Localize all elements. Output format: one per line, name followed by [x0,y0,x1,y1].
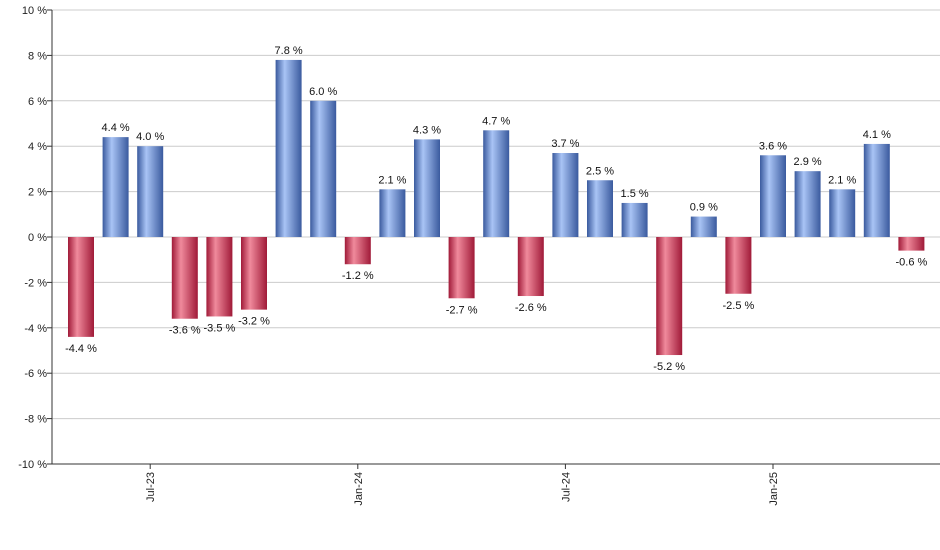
y-tick-label: 4 % [28,141,47,153]
data-labels: -4.4 % 4.4 % 4.0 % -3.6 % -3.5 %-3.2 % 7.8 % 6… [65,45,927,373]
data-label: 2.5 % [586,165,614,177]
bar-Aug-23 [171,237,198,319]
data-label: 1.5 % [621,188,649,200]
bar-Oct-24 [656,237,683,356]
y-tick-label: -6 % [24,368,47,380]
data-label: -2.6 % [515,302,547,314]
bar-Feb-25 [794,171,821,237]
bar-Dec-23 [310,100,337,237]
data-label: 4.7 % [482,115,510,127]
x-tick-label: Jul-23 [145,472,157,502]
data-label: 4.1 % [863,129,891,141]
bar-Nov-24 [690,216,717,237]
bar-Apr-25 [863,143,890,237]
data-label: -3.2 % [238,316,270,328]
bar-May-23 [68,237,94,337]
y-tick-label: 0 % [28,232,47,244]
bar-Jan-25 [760,155,786,237]
y-axis-ticks: 10 % 8 % 6 % 4 % 2 % 0 % -2 % -4 % -6 % -8 % -10 % [18,5,52,471]
bar-Jan-24 [344,237,371,265]
data-label: 7.8 % [275,45,303,57]
data-label: -3.6 % [169,325,201,337]
bar-Jun-23 [102,137,129,237]
bar-Oct-23 [241,237,267,310]
data-label: 0.9 % [690,202,718,214]
data-label: 3.6 % [759,140,787,152]
x-tick-label: Jul-24 [560,472,572,502]
bar-Sep-24 [621,202,648,237]
bar-Feb-24 [379,189,406,237]
data-label: 4.4 % [102,122,130,134]
data-label: -3.5 % [204,322,236,334]
bar-Nov-23 [275,59,302,237]
y-tick-label: 6 % [28,96,47,108]
data-label: -4.4 % [65,343,97,355]
y-tick-label: 8 % [28,50,47,62]
data-label: 2.9 % [794,156,822,168]
bar-Dec-24 [725,237,752,294]
y-tick-label: -10 % [18,459,47,471]
y-tick-label: 2 % [28,187,47,199]
x-tick-label: Jan-24 [353,472,365,506]
bar-May-24 [483,130,510,237]
data-label: -5.2 % [653,361,685,373]
y-tick-label: 10 % [22,5,47,17]
bar-Mar-25 [829,189,856,237]
data-label: 3.7 % [551,138,579,150]
data-label: -2.7 % [446,304,478,316]
data-label: -2.5 % [723,300,755,312]
y-tick-label: -2 % [24,277,47,289]
axes [51,10,940,465]
data-label: 2.1 % [828,174,856,186]
bar-Jul-24 [552,153,579,237]
bar-Jun-24 [517,237,544,297]
y-tick-label: -8 % [24,414,47,426]
data-label: -1.2 % [342,270,374,282]
y-tick-label: -4 % [24,323,47,335]
x-tick-label: Jan-25 [768,472,780,506]
data-label: 6.0 % [309,86,337,98]
data-label: 4.3 % [413,124,441,136]
bar-May-25 [898,237,925,251]
bar-Sep-23 [206,237,233,317]
bar-Jul-23 [137,146,164,237]
data-label: -0.6 % [896,257,928,269]
bar-Apr-24 [448,237,475,299]
data-label: 2.1 % [378,174,406,186]
bar-Aug-24 [587,180,613,237]
bars [68,59,925,356]
bar-Mar-24 [414,139,440,237]
data-label: 4.0 % [136,131,164,143]
x-axis-ticks: Jul-23 Jan-24 Jul-24 Jan-25 [145,464,780,506]
